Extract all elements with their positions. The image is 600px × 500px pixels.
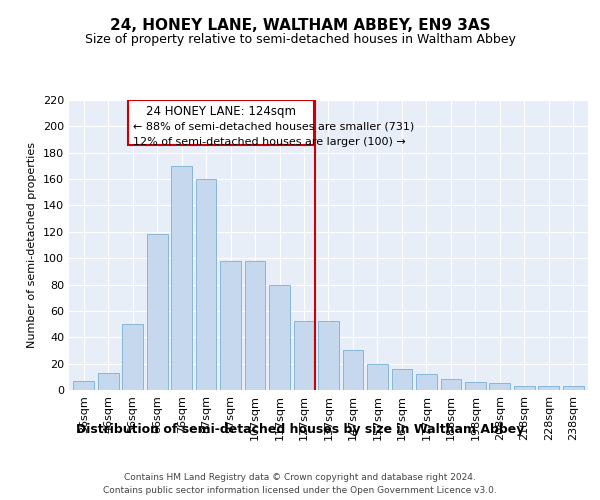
Text: 24, HONEY LANE, WALTHAM ABBEY, EN9 3AS: 24, HONEY LANE, WALTHAM ABBEY, EN9 3AS: [110, 18, 490, 32]
Bar: [171, 166, 192, 390]
Bar: [392, 369, 412, 390]
Text: 24 HONEY LANE: 124sqm: 24 HONEY LANE: 124sqm: [146, 106, 296, 118]
Bar: [538, 386, 559, 390]
Bar: [220, 261, 241, 390]
Bar: [122, 324, 143, 390]
Bar: [343, 350, 364, 390]
Bar: [245, 261, 265, 390]
Bar: [269, 284, 290, 390]
Bar: [514, 386, 535, 390]
Bar: [416, 374, 437, 390]
FancyBboxPatch shape: [128, 100, 314, 145]
Text: Contains HM Land Registry data © Crown copyright and database right 2024.: Contains HM Land Registry data © Crown c…: [124, 472, 476, 482]
Y-axis label: Number of semi-detached properties: Number of semi-detached properties: [28, 142, 37, 348]
Bar: [465, 382, 486, 390]
Text: Distribution of semi-detached houses by size in Waltham Abbey: Distribution of semi-detached houses by …: [76, 422, 524, 436]
Bar: [318, 322, 339, 390]
Bar: [196, 179, 217, 390]
Bar: [440, 380, 461, 390]
Text: ← 88% of semi-detached houses are smaller (731): ← 88% of semi-detached houses are smalle…: [133, 121, 414, 131]
Bar: [73, 381, 94, 390]
Bar: [367, 364, 388, 390]
Text: Contains public sector information licensed under the Open Government Licence v3: Contains public sector information licen…: [103, 486, 497, 495]
Bar: [490, 384, 510, 390]
Text: Size of property relative to semi-detached houses in Waltham Abbey: Size of property relative to semi-detach…: [85, 32, 515, 46]
Bar: [563, 386, 584, 390]
Bar: [147, 234, 167, 390]
Text: 12% of semi-detached houses are larger (100) →: 12% of semi-detached houses are larger (…: [133, 137, 406, 147]
Bar: [98, 373, 119, 390]
Bar: [293, 322, 314, 390]
